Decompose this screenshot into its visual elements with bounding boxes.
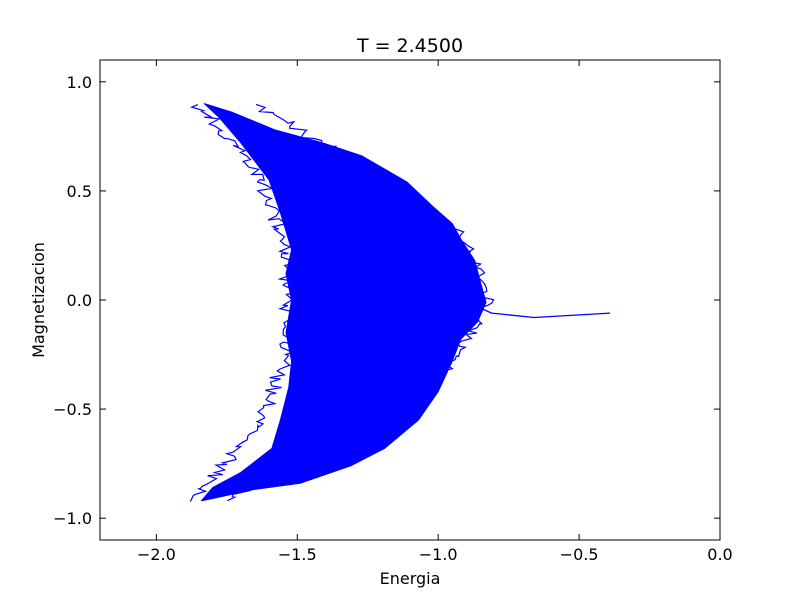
x-axis-label: Energia: [380, 569, 441, 588]
x-tick-label: 0.0: [707, 545, 732, 564]
y-tick-label: 0.5: [67, 182, 92, 201]
x-tick-label: −0.5: [560, 545, 599, 564]
y-tick-label: 1.0: [67, 73, 92, 92]
x-tick-label: −2.0: [137, 545, 176, 564]
data-trace-right: [227, 103, 495, 502]
x-tick-label: −1.0: [419, 545, 458, 564]
y-tick-label: 0.0: [67, 291, 92, 310]
data-trace-left: [189, 104, 296, 502]
x-tick-label: −1.5: [278, 545, 317, 564]
data-trace-start: [423, 281, 611, 319]
axis-ticks: −2.0 −1.5 −1.0 −0.5 0.0 −1.0 −0.5 0.0 0.5 1.0: [53, 60, 733, 564]
data-band-fill: [201, 103, 487, 502]
y-tick-label: −0.5: [53, 400, 92, 419]
plot-area: [189, 103, 611, 502]
chart-title: T = 2.4500: [356, 35, 463, 57]
y-axis-label: Magnetizacion: [29, 242, 48, 358]
y-tick-label: −1.0: [53, 509, 92, 528]
